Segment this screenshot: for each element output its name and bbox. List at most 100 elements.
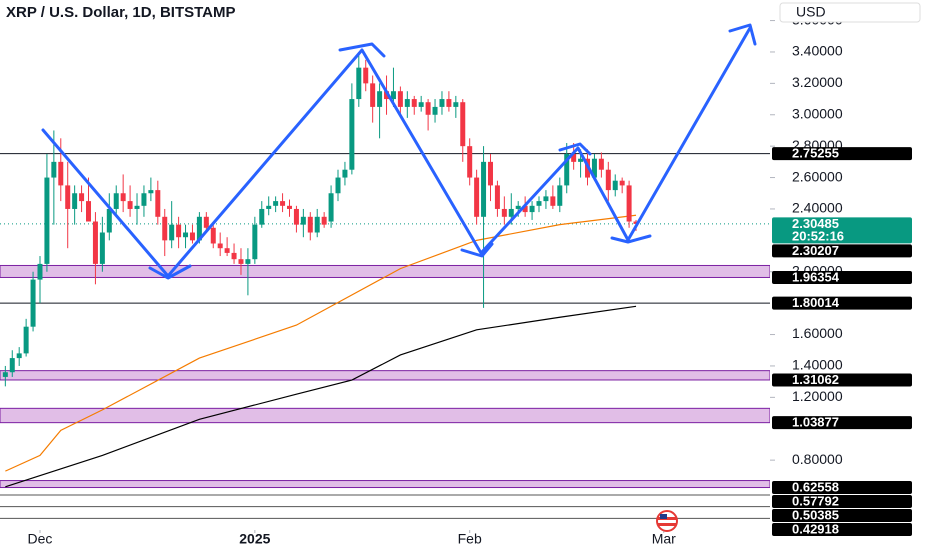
candle-body [307,216,313,233]
y-tick-label: 1.60000 [792,325,843,341]
candle-body [342,169,348,178]
candle-body [238,259,244,264]
candle-body [536,201,542,206]
candle-body [598,158,604,170]
candle-body [106,208,112,233]
price-label: 0.62558 [792,479,839,494]
candle-body [557,185,563,206]
price-label-box [772,481,912,495]
candle-body [183,232,189,238]
candle-body [370,83,376,107]
candle-body [328,193,334,222]
candle-body [432,106,438,115]
price-label-box [772,217,912,244]
candle-body [377,91,383,107]
drawing [41,23,757,280]
candle-body [439,99,445,107]
zone [0,407,771,424]
candle-body [231,252,237,260]
candle-body [619,180,625,186]
candle-body [280,201,286,206]
candle-body [300,216,306,225]
candle-body [113,193,119,209]
arrowhead [338,42,386,58]
price-label-box [772,416,912,430]
candle-body [384,91,390,100]
price-label: 2.75255 [792,146,839,161]
candle-body [564,154,570,186]
candle-body [79,193,85,202]
countdown: 20:52:16 [792,228,844,243]
candle-body [16,353,22,359]
candle-body [446,99,452,107]
price-label-box [772,270,912,284]
candle-body [467,146,473,178]
candle-body [217,243,223,249]
candle-body [120,193,126,202]
candle-body [162,216,168,241]
price-label: 2.30207 [792,243,839,258]
price-label-box [772,147,912,161]
candle-body [259,208,265,225]
candle-body [501,208,507,217]
y-tick-label: 0.80000 [792,451,843,467]
x-tick-label: Feb [458,531,482,547]
chart-title: XRP / U.S. Dollar, 1D, BITSTAMP [6,4,236,21]
zone [0,370,771,381]
candle-body [169,224,175,241]
price-label: 1.31062 [792,372,839,387]
candle-body [58,161,64,186]
price-label: 0.57792 [792,493,839,508]
time-axis-background [0,530,770,550]
candle-body [515,205,521,209]
price-label-box [772,495,912,509]
candle-body [612,180,618,191]
candle-body [273,201,279,206]
candle-body [591,158,597,178]
candle-body [522,205,528,213]
candle-body [245,259,251,264]
candle-body [30,279,36,327]
candle-body [404,99,410,107]
arrowhead [460,242,494,258]
price-label-box [772,509,912,523]
y-tick-label: 3.40000 [792,43,843,59]
zone [0,480,771,489]
candle-body [2,372,8,377]
candle-body [134,205,140,209]
candle-body [293,208,299,225]
candle-body [363,67,369,84]
candle-body [425,102,431,115]
candle-body [411,99,417,107]
candle-body [397,91,403,107]
candle-body [155,190,161,217]
currency-box[interactable] [779,2,921,23]
candle-body [543,196,549,202]
candle-body [44,177,50,264]
event-icon[interactable] [656,510,678,532]
candle-body [626,185,632,222]
candle-body [51,161,57,178]
price-label-box [772,244,912,258]
price-label-box [772,296,912,310]
candle-body [578,158,584,162]
candle-body [474,177,480,217]
candle-body [189,232,195,241]
candle-body [210,227,216,244]
candle-body [460,102,466,147]
candle-body [127,201,133,209]
price-label: 2.30485 [792,216,839,231]
candle-body [487,161,493,186]
candle-body [224,248,230,253]
y-tick-label: 1.40000 [792,357,843,373]
candle-body [196,216,202,241]
candle-body [349,99,355,170]
candle-body [529,205,535,213]
y-tick-label: 2.40000 [792,200,843,216]
moving-average [5,305,637,488]
moving-average [5,214,637,472]
candle-body [481,161,487,217]
price-label: 1.80014 [792,295,840,310]
